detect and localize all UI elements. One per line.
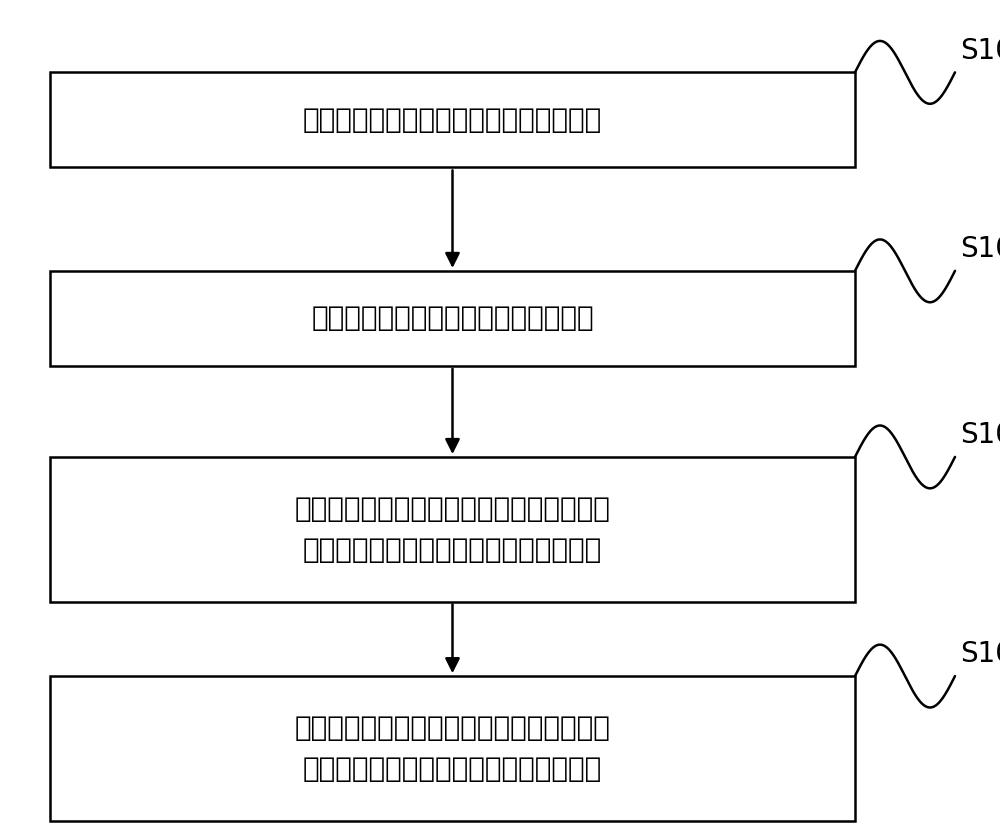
Text: 分别利用回声状态网络，将所述多个正常心
电图数据转换为多个正常心电图模型数据: 分别利用回声状态网络，将所述多个正常心 电图数据转换为多个正常心电图模型数据 [295,495,610,564]
Text: 构建包含不同特性储备池的回声状态网络: 构建包含不同特性储备池的回声状态网络 [303,106,602,134]
FancyBboxPatch shape [50,271,855,366]
Text: S100: S100 [960,36,1000,65]
FancyBboxPatch shape [50,676,855,820]
Text: 获取多个正常心电图数据作为训练样本: 获取多个正常心电图数据作为训练样本 [311,304,594,332]
FancyBboxPatch shape [50,457,855,602]
Text: S102: S102 [960,421,1000,449]
Text: S103: S103 [960,640,1000,668]
FancyBboxPatch shape [50,73,855,167]
Text: 分别利用回声状态网络，将所述多个正常心
电图数据转换为多个正常心电图模型数据: 分别利用回声状态网络，将所述多个正常心 电图数据转换为多个正常心电图模型数据 [295,714,610,783]
Text: S101: S101 [960,235,1000,263]
